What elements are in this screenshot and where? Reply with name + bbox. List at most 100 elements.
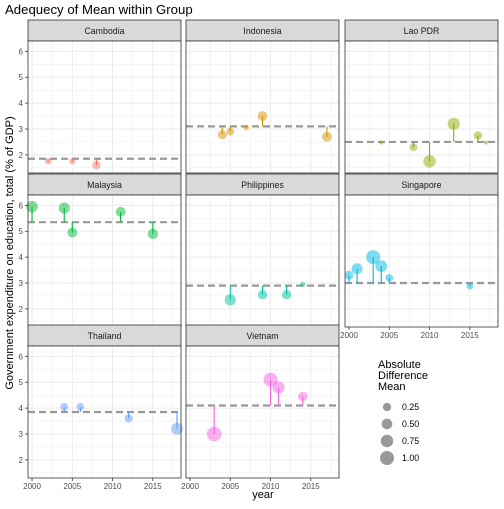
x-tick-label: 2005 <box>63 482 81 491</box>
data-point <box>298 391 308 402</box>
data-point <box>67 227 78 238</box>
data-point <box>385 273 394 282</box>
data-point <box>281 289 292 300</box>
data-point <box>344 270 354 280</box>
panel-background <box>186 346 339 478</box>
data-point <box>257 111 268 121</box>
y-tick-label: 4 <box>19 253 24 262</box>
y-tick-label: 5 <box>19 73 24 82</box>
panel-background <box>28 41 181 173</box>
facet-strip-label: Vietnam <box>246 331 278 341</box>
data-point <box>423 155 436 168</box>
data-point <box>92 161 101 170</box>
panel-border <box>344 40 499 174</box>
data-point <box>473 131 483 140</box>
legend-title: Difference <box>378 370 428 382</box>
legend-key-background <box>378 432 396 450</box>
facet-strip-label: Singapore <box>401 180 441 190</box>
y-tick-label: 5 <box>19 227 24 236</box>
data-point <box>26 200 38 213</box>
data-point <box>257 289 268 300</box>
data-point <box>300 281 306 287</box>
facet-strip-label: Lao PDR <box>404 26 440 36</box>
data-point <box>58 202 70 214</box>
data-point <box>76 402 85 411</box>
y-tick-label: 3 <box>19 279 24 288</box>
panel-background <box>28 195 181 327</box>
legend-key-point <box>379 450 395 466</box>
data-point <box>243 125 249 131</box>
data-point <box>45 158 52 165</box>
y-axis-title: Government expenditure on education, tot… <box>4 116 16 389</box>
panel-background <box>345 41 498 173</box>
panel-border <box>344 194 499 328</box>
panel-border <box>27 345 182 479</box>
data-point <box>351 263 363 275</box>
data-point <box>272 381 285 394</box>
panel-background <box>186 41 339 173</box>
data-point <box>263 372 278 387</box>
y-tick-label: 2 <box>19 456 24 465</box>
x-tick-label: 2010 <box>262 482 280 491</box>
data-point <box>124 414 133 423</box>
data-point <box>60 402 69 411</box>
x-tick-label: 2010 <box>104 482 122 491</box>
y-tick-label: 5 <box>19 378 24 387</box>
x-tick-label: 2000 <box>181 482 199 491</box>
legend-label: 0.25 <box>402 402 419 412</box>
legend-key-point <box>380 434 394 448</box>
data-point <box>224 294 236 306</box>
facet-strip-label: Cambodia <box>84 26 124 36</box>
facet-strip-label: Malaysia <box>87 180 122 190</box>
facet-strip-label: Thailand <box>88 331 122 341</box>
data-point <box>147 228 158 239</box>
data-point <box>447 117 460 130</box>
legend-key-background <box>378 398 396 416</box>
panel-background <box>186 195 339 327</box>
data-point <box>206 426 222 442</box>
y-tick-label: 6 <box>19 352 24 361</box>
x-tick-label: 2010 <box>421 331 439 340</box>
data-point <box>483 140 489 145</box>
legend-key-point <box>381 418 393 430</box>
y-tick-label: 4 <box>19 99 24 108</box>
data-point <box>69 158 76 165</box>
data-point <box>409 143 418 151</box>
x-tick-label: 2000 <box>23 482 41 491</box>
panel-border <box>185 40 340 174</box>
legend-label: 1.00 <box>402 453 419 463</box>
data-point <box>217 130 227 140</box>
data-point <box>466 282 474 290</box>
chart-title: Adequecy of Mean within Group <box>5 2 193 17</box>
y-tick-label: 2 <box>19 305 24 314</box>
legend-key-background <box>378 415 396 433</box>
x-tick-label: 2005 <box>221 482 239 491</box>
x-tick-label: 2005 <box>380 331 398 340</box>
y-tick-label: 3 <box>19 430 24 439</box>
facet-strip-label: Philippines <box>241 180 284 190</box>
legend-key-point <box>382 402 392 412</box>
data-point <box>322 131 332 142</box>
panel-border <box>185 345 340 479</box>
y-tick-label: 2 <box>19 151 24 160</box>
y-tick-label: 4 <box>19 404 24 413</box>
legend-title: Absolute <box>378 359 421 371</box>
data-point <box>366 250 381 265</box>
x-tick-label: 2000 <box>340 331 358 340</box>
facet-strip-label: Indonesia <box>243 26 281 36</box>
x-tick-label: 2015 <box>302 482 320 491</box>
y-tick-label: 6 <box>19 201 24 210</box>
x-tick-label: 2015 <box>144 482 162 491</box>
data-point <box>115 206 126 217</box>
data-point <box>226 127 235 136</box>
y-tick-label: 3 <box>19 125 24 134</box>
x-axis-title: year <box>252 489 274 501</box>
data-point <box>375 260 388 273</box>
legend-label: 0.50 <box>402 419 419 429</box>
panel-border <box>27 40 182 174</box>
legend-label: 0.75 <box>402 436 419 446</box>
data-point <box>171 422 183 435</box>
legend-title: Mean <box>378 381 406 393</box>
